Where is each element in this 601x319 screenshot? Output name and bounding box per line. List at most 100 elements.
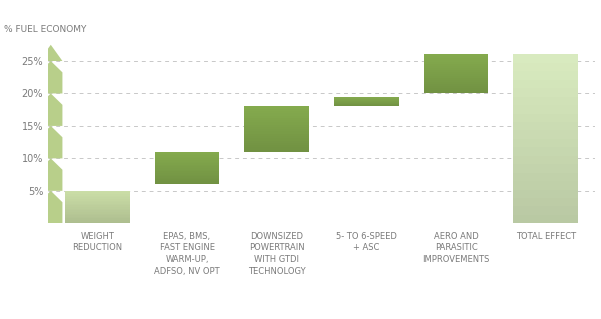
Bar [424,56,488,58]
Bar [155,176,219,178]
Bar [424,58,488,60]
Bar [245,122,309,125]
Bar [513,215,578,223]
Bar [245,143,309,145]
Bar [155,157,219,158]
Bar [155,173,219,174]
Polygon shape [39,158,63,191]
Bar [513,164,578,173]
Bar [65,218,130,220]
Bar [334,104,398,105]
Bar [513,105,578,114]
Bar [513,54,578,63]
Bar [155,178,219,180]
Bar [245,127,309,129]
Bar [155,167,219,168]
Bar [424,89,488,92]
Bar [155,179,219,181]
Bar [65,217,130,219]
Bar [334,103,398,104]
Bar [424,80,488,82]
Bar [245,145,309,147]
Bar [334,105,398,106]
Bar [245,131,309,134]
Bar [155,161,219,163]
Bar [155,163,219,165]
Bar [245,124,309,127]
Bar [245,111,309,113]
Bar [424,60,488,62]
Bar [245,108,309,111]
Bar [245,113,309,115]
Bar [245,134,309,136]
Bar [513,147,578,156]
Bar [155,182,219,184]
Bar [334,106,398,107]
Bar [155,160,219,162]
Bar [245,120,309,122]
Bar [65,209,130,210]
Bar [65,200,130,202]
Bar [155,171,219,173]
Bar [424,87,488,90]
Bar [245,140,309,143]
Bar [334,105,398,106]
Bar [65,213,130,215]
Bar [65,204,130,205]
Bar [513,139,578,147]
Bar [245,129,309,131]
Polygon shape [39,45,63,61]
Polygon shape [39,191,63,223]
Bar [424,70,488,72]
Bar [155,170,219,171]
Bar [65,192,130,194]
Bar [65,197,130,199]
Bar [424,91,488,93]
Bar [513,80,578,88]
Bar [155,158,219,160]
Polygon shape [39,93,63,126]
Bar [424,68,488,70]
Bar [334,101,398,102]
Bar [155,152,219,153]
Bar [424,62,488,64]
Bar [513,122,578,130]
Bar [155,153,219,155]
Bar [245,150,309,152]
Bar [245,147,309,150]
Bar [65,210,130,212]
Bar [334,97,398,98]
Bar [424,78,488,80]
Bar [513,130,578,139]
Bar [245,118,309,120]
Bar [513,114,578,122]
Bar [513,97,578,105]
Bar [424,85,488,88]
Bar [245,138,309,141]
Bar [334,98,398,99]
Bar [65,212,130,213]
Bar [65,191,130,192]
Bar [155,168,219,170]
Bar [245,136,309,138]
Bar [513,189,578,198]
Polygon shape [39,126,63,158]
Bar [155,155,219,157]
Bar [155,165,219,167]
Bar [513,173,578,181]
Bar [334,100,398,101]
Bar [513,206,578,215]
Bar [65,199,130,201]
Polygon shape [39,61,63,93]
Bar [65,196,130,197]
Bar [155,174,219,176]
Bar [65,207,130,209]
Bar [424,72,488,74]
Bar [155,181,219,183]
Bar [424,74,488,76]
Bar [65,205,130,207]
Bar [424,84,488,86]
Bar [513,88,578,97]
Bar [513,181,578,189]
Bar [65,202,130,204]
